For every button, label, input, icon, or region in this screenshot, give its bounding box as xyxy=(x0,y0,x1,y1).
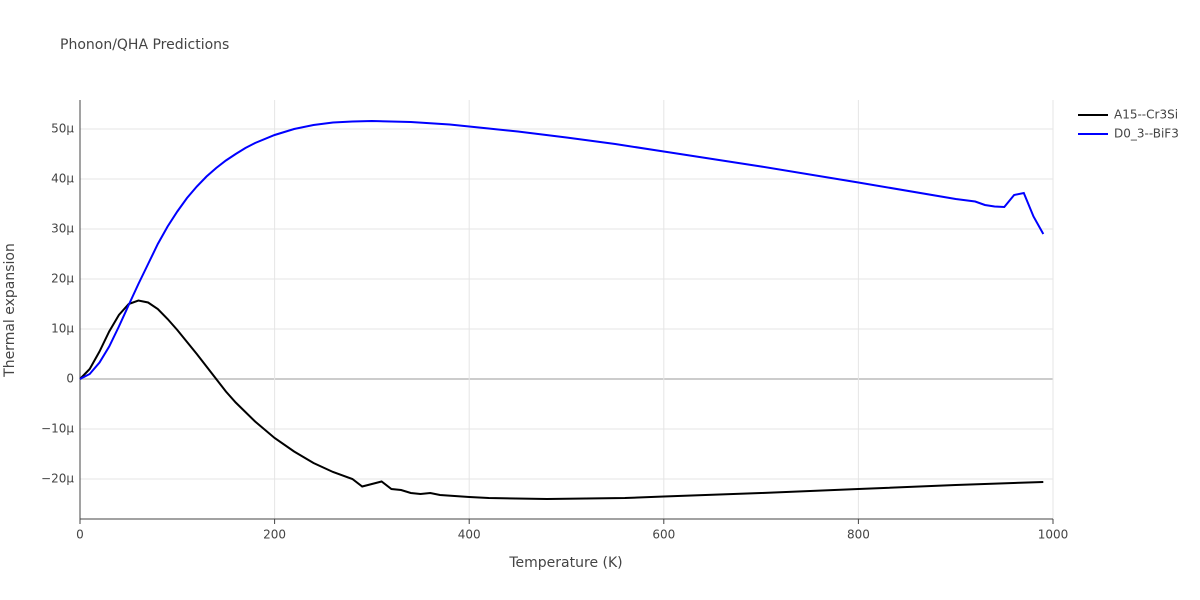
y-axis-title: Thermal expansion xyxy=(2,243,18,378)
y-tick-label: −20μ xyxy=(41,472,74,486)
x-tick-label: 1000 xyxy=(1038,528,1069,542)
y-tick-label: 30μ xyxy=(51,222,74,236)
series-line xyxy=(79,119,1045,380)
x-axis-title: Temperature (K) xyxy=(508,555,622,571)
series-line xyxy=(79,299,1044,501)
y-tick-label: 50μ xyxy=(51,122,74,136)
x-tick-label: 0 xyxy=(76,528,84,542)
x-tick-label: 400 xyxy=(458,528,481,542)
y-tick-label: 40μ xyxy=(51,172,74,186)
y-tick-label: 10μ xyxy=(51,322,74,336)
x-tick-label: 200 xyxy=(263,528,286,542)
y-tick-label: −10μ xyxy=(41,422,74,436)
legend-label: A15--Cr3Si xyxy=(1114,108,1178,122)
chart-title: Phonon/QHA Predictions xyxy=(60,37,229,53)
legend-label: D0_3--BiF3 xyxy=(1114,127,1179,141)
x-tick-label: 600 xyxy=(652,528,675,542)
y-tick-label: 0 xyxy=(66,372,74,386)
y-tick-label: 20μ xyxy=(51,272,74,286)
x-tick-label: 800 xyxy=(847,528,870,542)
